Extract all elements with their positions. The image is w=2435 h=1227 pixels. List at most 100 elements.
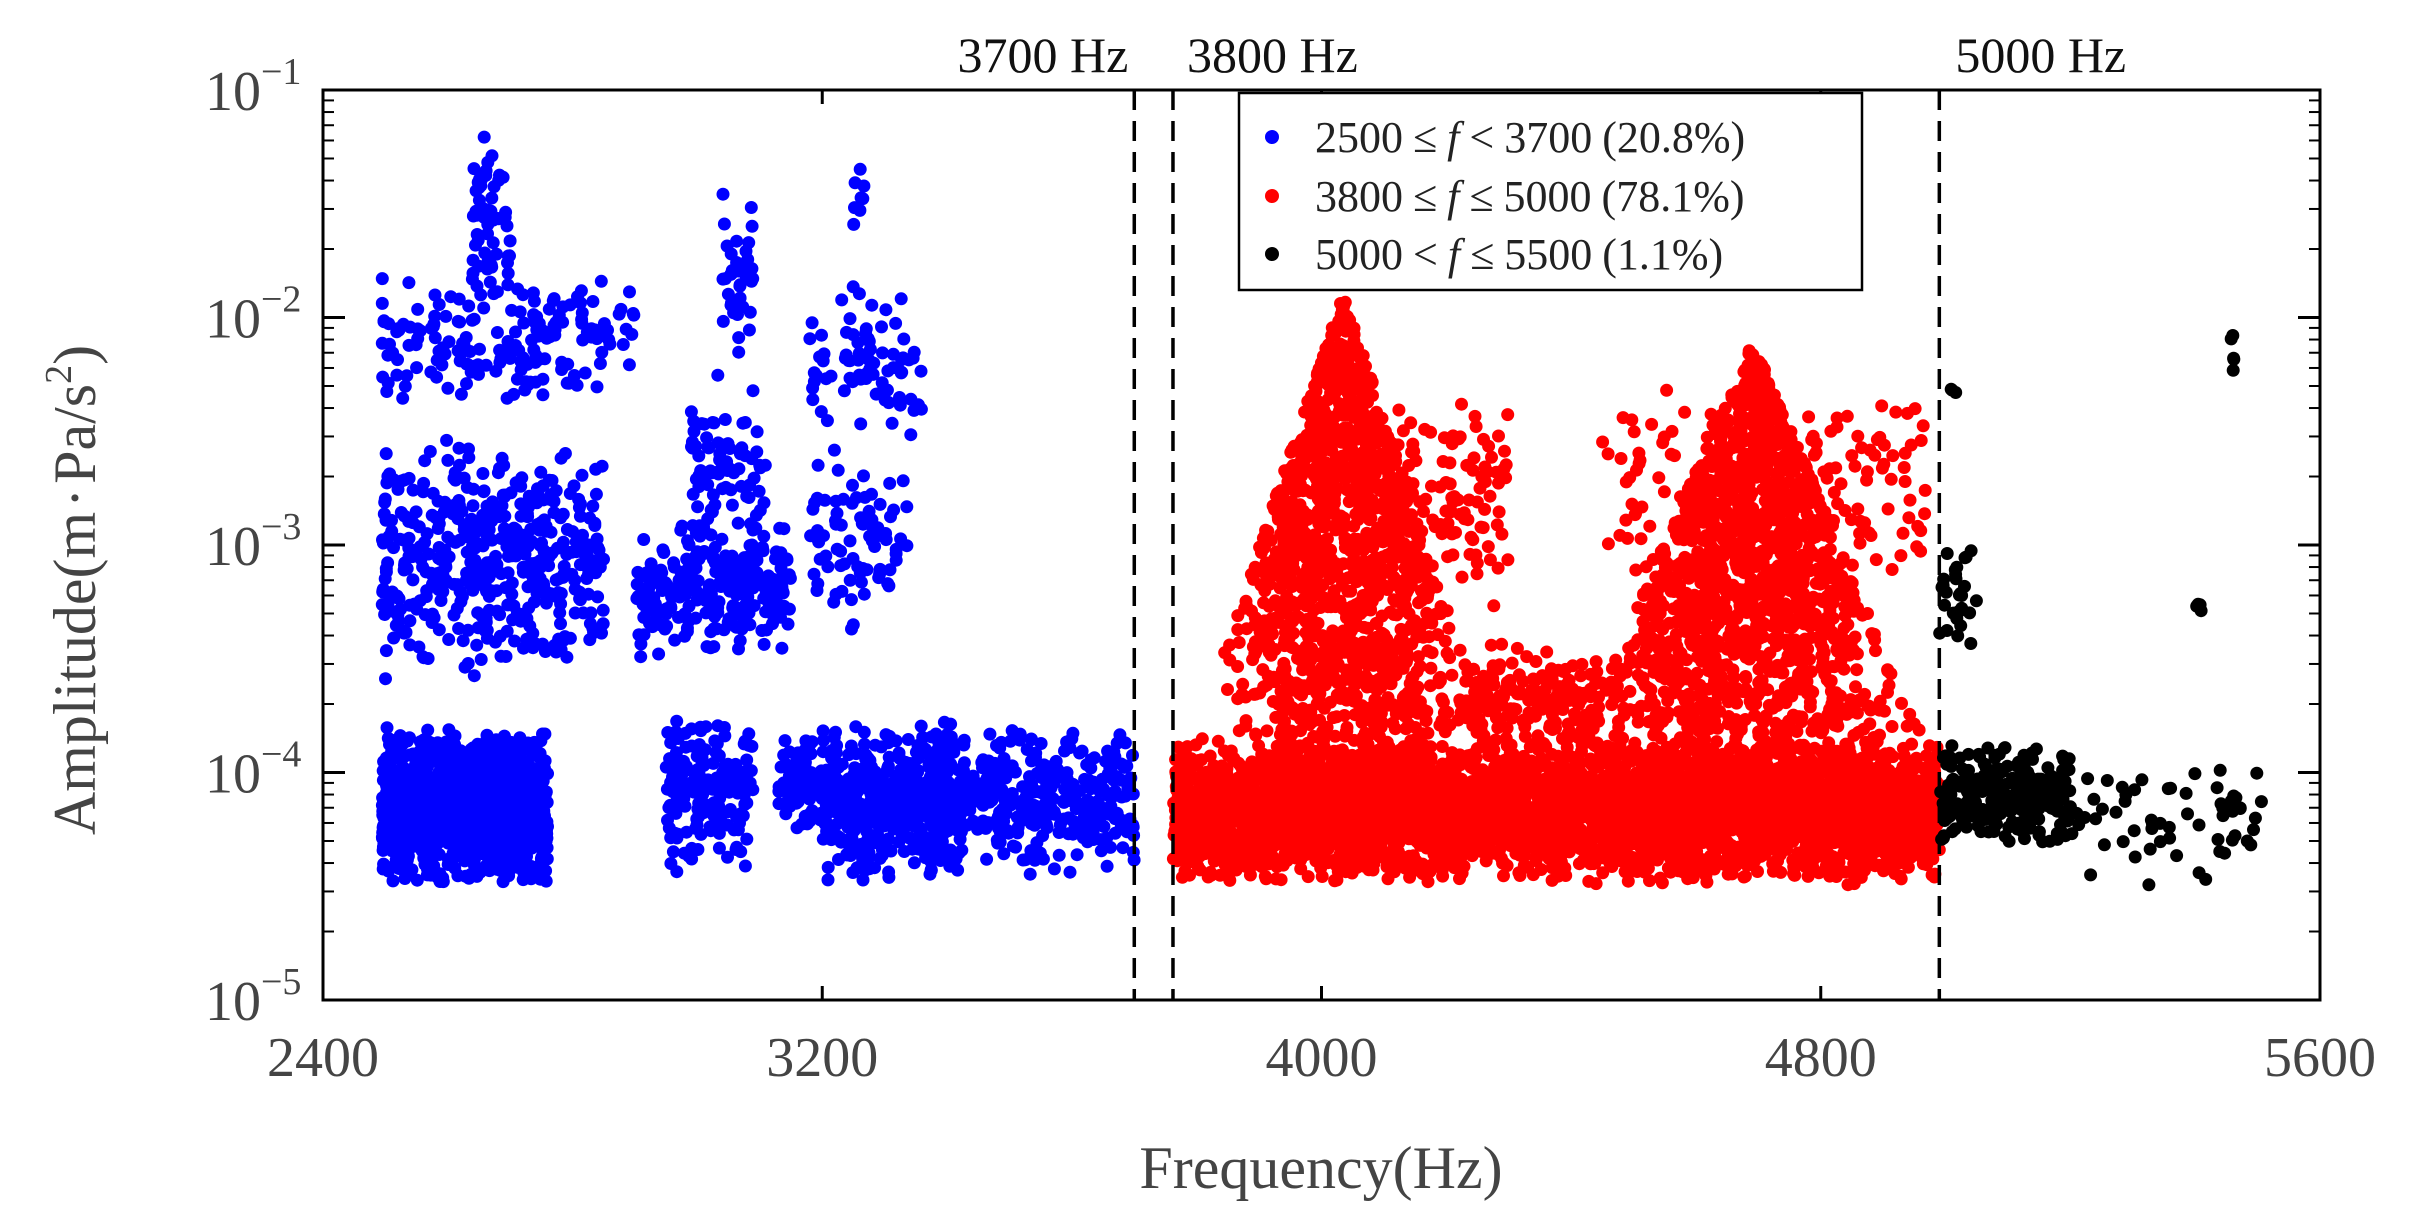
data-point <box>376 533 389 547</box>
data-point <box>853 162 867 176</box>
data-point <box>742 491 756 504</box>
data-point <box>805 735 819 749</box>
data-point <box>477 484 491 498</box>
data-point <box>595 345 609 359</box>
data-point <box>904 428 918 442</box>
data-point <box>1052 848 1066 862</box>
data-point <box>625 327 639 341</box>
data-point <box>495 451 509 465</box>
data-point <box>882 865 896 879</box>
data-point <box>750 568 764 582</box>
data-point <box>732 331 746 345</box>
data-point <box>844 593 858 607</box>
data-point <box>418 454 432 468</box>
data-point <box>421 723 435 737</box>
data-point <box>466 209 480 223</box>
data-point <box>432 298 446 311</box>
data-point <box>462 299 476 313</box>
data-point <box>560 376 574 390</box>
data-point <box>1098 802 1112 816</box>
data-point <box>440 433 454 447</box>
data-point <box>454 387 468 401</box>
data-point <box>858 864 871 878</box>
data-point <box>474 653 488 666</box>
data-point <box>816 832 830 846</box>
data-point <box>538 727 552 741</box>
data-point <box>517 316 531 330</box>
data-point <box>808 368 822 382</box>
data-point <box>1030 812 1043 826</box>
data-point <box>721 563 735 577</box>
data-point <box>731 516 745 530</box>
data-point <box>441 453 455 467</box>
data-point <box>694 827 708 841</box>
data-point <box>745 219 759 233</box>
data-point <box>379 644 393 658</box>
data-point <box>724 247 738 261</box>
data-point <box>738 859 752 873</box>
data-point <box>821 873 835 887</box>
data-point <box>674 523 688 537</box>
data-point <box>987 777 1001 790</box>
data-point <box>954 825 968 839</box>
data-point <box>387 631 401 645</box>
data-point <box>872 817 886 831</box>
data-point <box>951 863 965 877</box>
data-point <box>447 471 461 485</box>
data-point <box>802 767 816 781</box>
data-point <box>400 734 414 748</box>
data-point <box>834 810 848 823</box>
data-point <box>731 308 744 321</box>
data-point <box>967 781 981 795</box>
data-point <box>435 358 449 372</box>
data-point <box>725 498 739 512</box>
data-point <box>434 873 448 887</box>
data-point <box>460 530 474 544</box>
data-point <box>846 375 860 389</box>
data-point <box>744 517 758 531</box>
data-point <box>490 285 504 299</box>
data-point <box>557 559 571 573</box>
data-point <box>868 738 882 752</box>
data-point <box>894 292 908 306</box>
data-point <box>438 495 452 509</box>
data-point <box>469 841 483 855</box>
data-point <box>449 498 463 511</box>
data-point <box>442 633 456 646</box>
data-point <box>448 738 462 752</box>
data-point <box>947 736 960 750</box>
data-point <box>496 875 510 889</box>
data-point <box>536 804 550 818</box>
data-point <box>911 398 925 412</box>
data-point <box>458 797 472 810</box>
data-point <box>876 346 889 360</box>
data-point <box>780 552 794 566</box>
data-point <box>504 735 518 749</box>
data-point <box>1049 754 1063 768</box>
data-point <box>1063 865 1077 879</box>
data-point <box>622 358 636 372</box>
data-point <box>848 176 862 190</box>
data-point <box>375 336 389 350</box>
data-point <box>509 325 522 339</box>
data-point <box>1052 826 1066 839</box>
data-point <box>753 503 767 517</box>
data-point <box>466 253 480 267</box>
data-point <box>470 279 484 293</box>
data-point <box>381 864 395 878</box>
data-point <box>881 577 895 591</box>
data-point <box>596 617 610 631</box>
data-point <box>554 617 567 631</box>
data-point <box>375 296 389 310</box>
data-point <box>398 379 412 393</box>
data-point <box>742 727 756 741</box>
data-point <box>1023 867 1037 881</box>
data-point <box>1100 859 1114 873</box>
data-point <box>496 488 510 502</box>
data-point <box>418 815 432 828</box>
data-point <box>872 776 886 790</box>
data-point <box>601 323 614 337</box>
data-point <box>528 490 542 503</box>
data-point <box>407 814 421 828</box>
